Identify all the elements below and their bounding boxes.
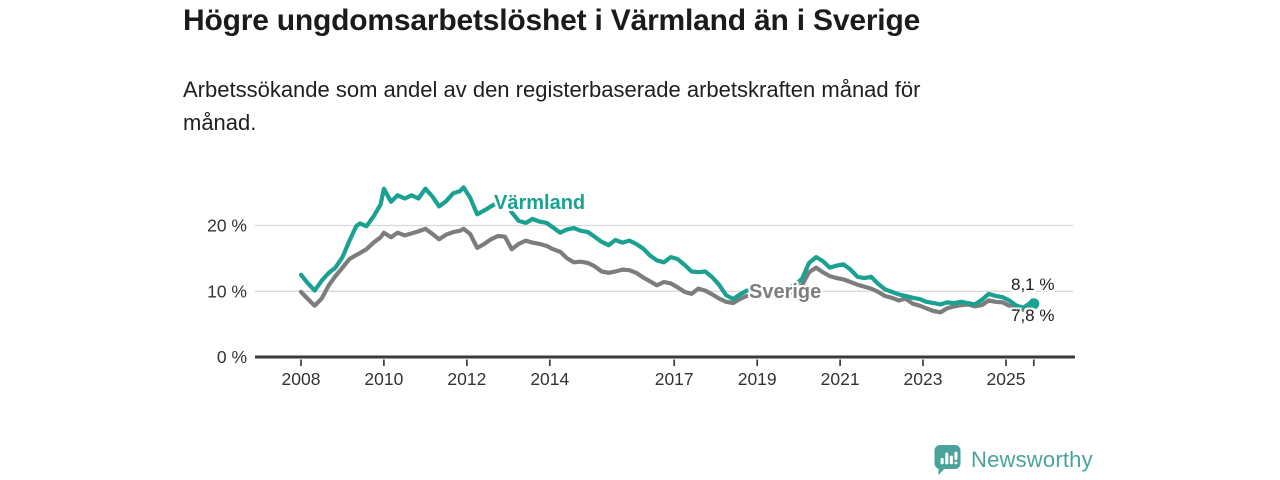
y-axis-tick-label: 0 %	[217, 347, 247, 367]
newsworthy-logo-text: Newsworthy	[971, 447, 1093, 472]
newsworthy-logo-icon	[934, 445, 961, 475]
chart-title: Högre ungdomsarbetslöshet i Värmland än …	[183, 4, 921, 37]
x-axis-tick-label: 2019	[738, 369, 777, 389]
newsworthy-logo: Newsworthy	[933, 444, 1093, 476]
x-axis-tick-label: 2008	[282, 369, 321, 389]
x-axis-tick-label: 2012	[447, 369, 486, 389]
series-line-sverige	[298, 226, 1036, 315]
y-axis-tick-label: 10 %	[207, 281, 247, 301]
series-line-vrmland	[298, 185, 1036, 310]
x-axis-tick-label: 2017	[655, 369, 694, 389]
end-point-dot	[1028, 298, 1040, 310]
x-axis-tick-label: 2023	[904, 369, 943, 389]
chart-subtitle: Arbetssökande som andel av den registerb…	[183, 73, 920, 139]
x-axis-tick-label: 2014	[530, 369, 569, 389]
chart-subtitle-line2: månad.	[183, 110, 257, 135]
series-label-varmland: Värmland	[494, 192, 586, 214]
chart-subtitle-line1: Arbetssökande som andel av den registerb…	[183, 77, 921, 102]
x-axis-tick-label: 2010	[364, 369, 403, 389]
end-value-label-sverige: 7,8 %	[1011, 306, 1055, 325]
end-value-label-varmland: 8,1 %	[1011, 275, 1055, 294]
x-axis-tick-label: 2021	[821, 369, 860, 389]
y-axis-tick-label: 20 %	[207, 216, 247, 236]
series-label-sverige: Sverige	[749, 281, 822, 303]
x-axis-tick-label: 2025	[987, 369, 1026, 389]
